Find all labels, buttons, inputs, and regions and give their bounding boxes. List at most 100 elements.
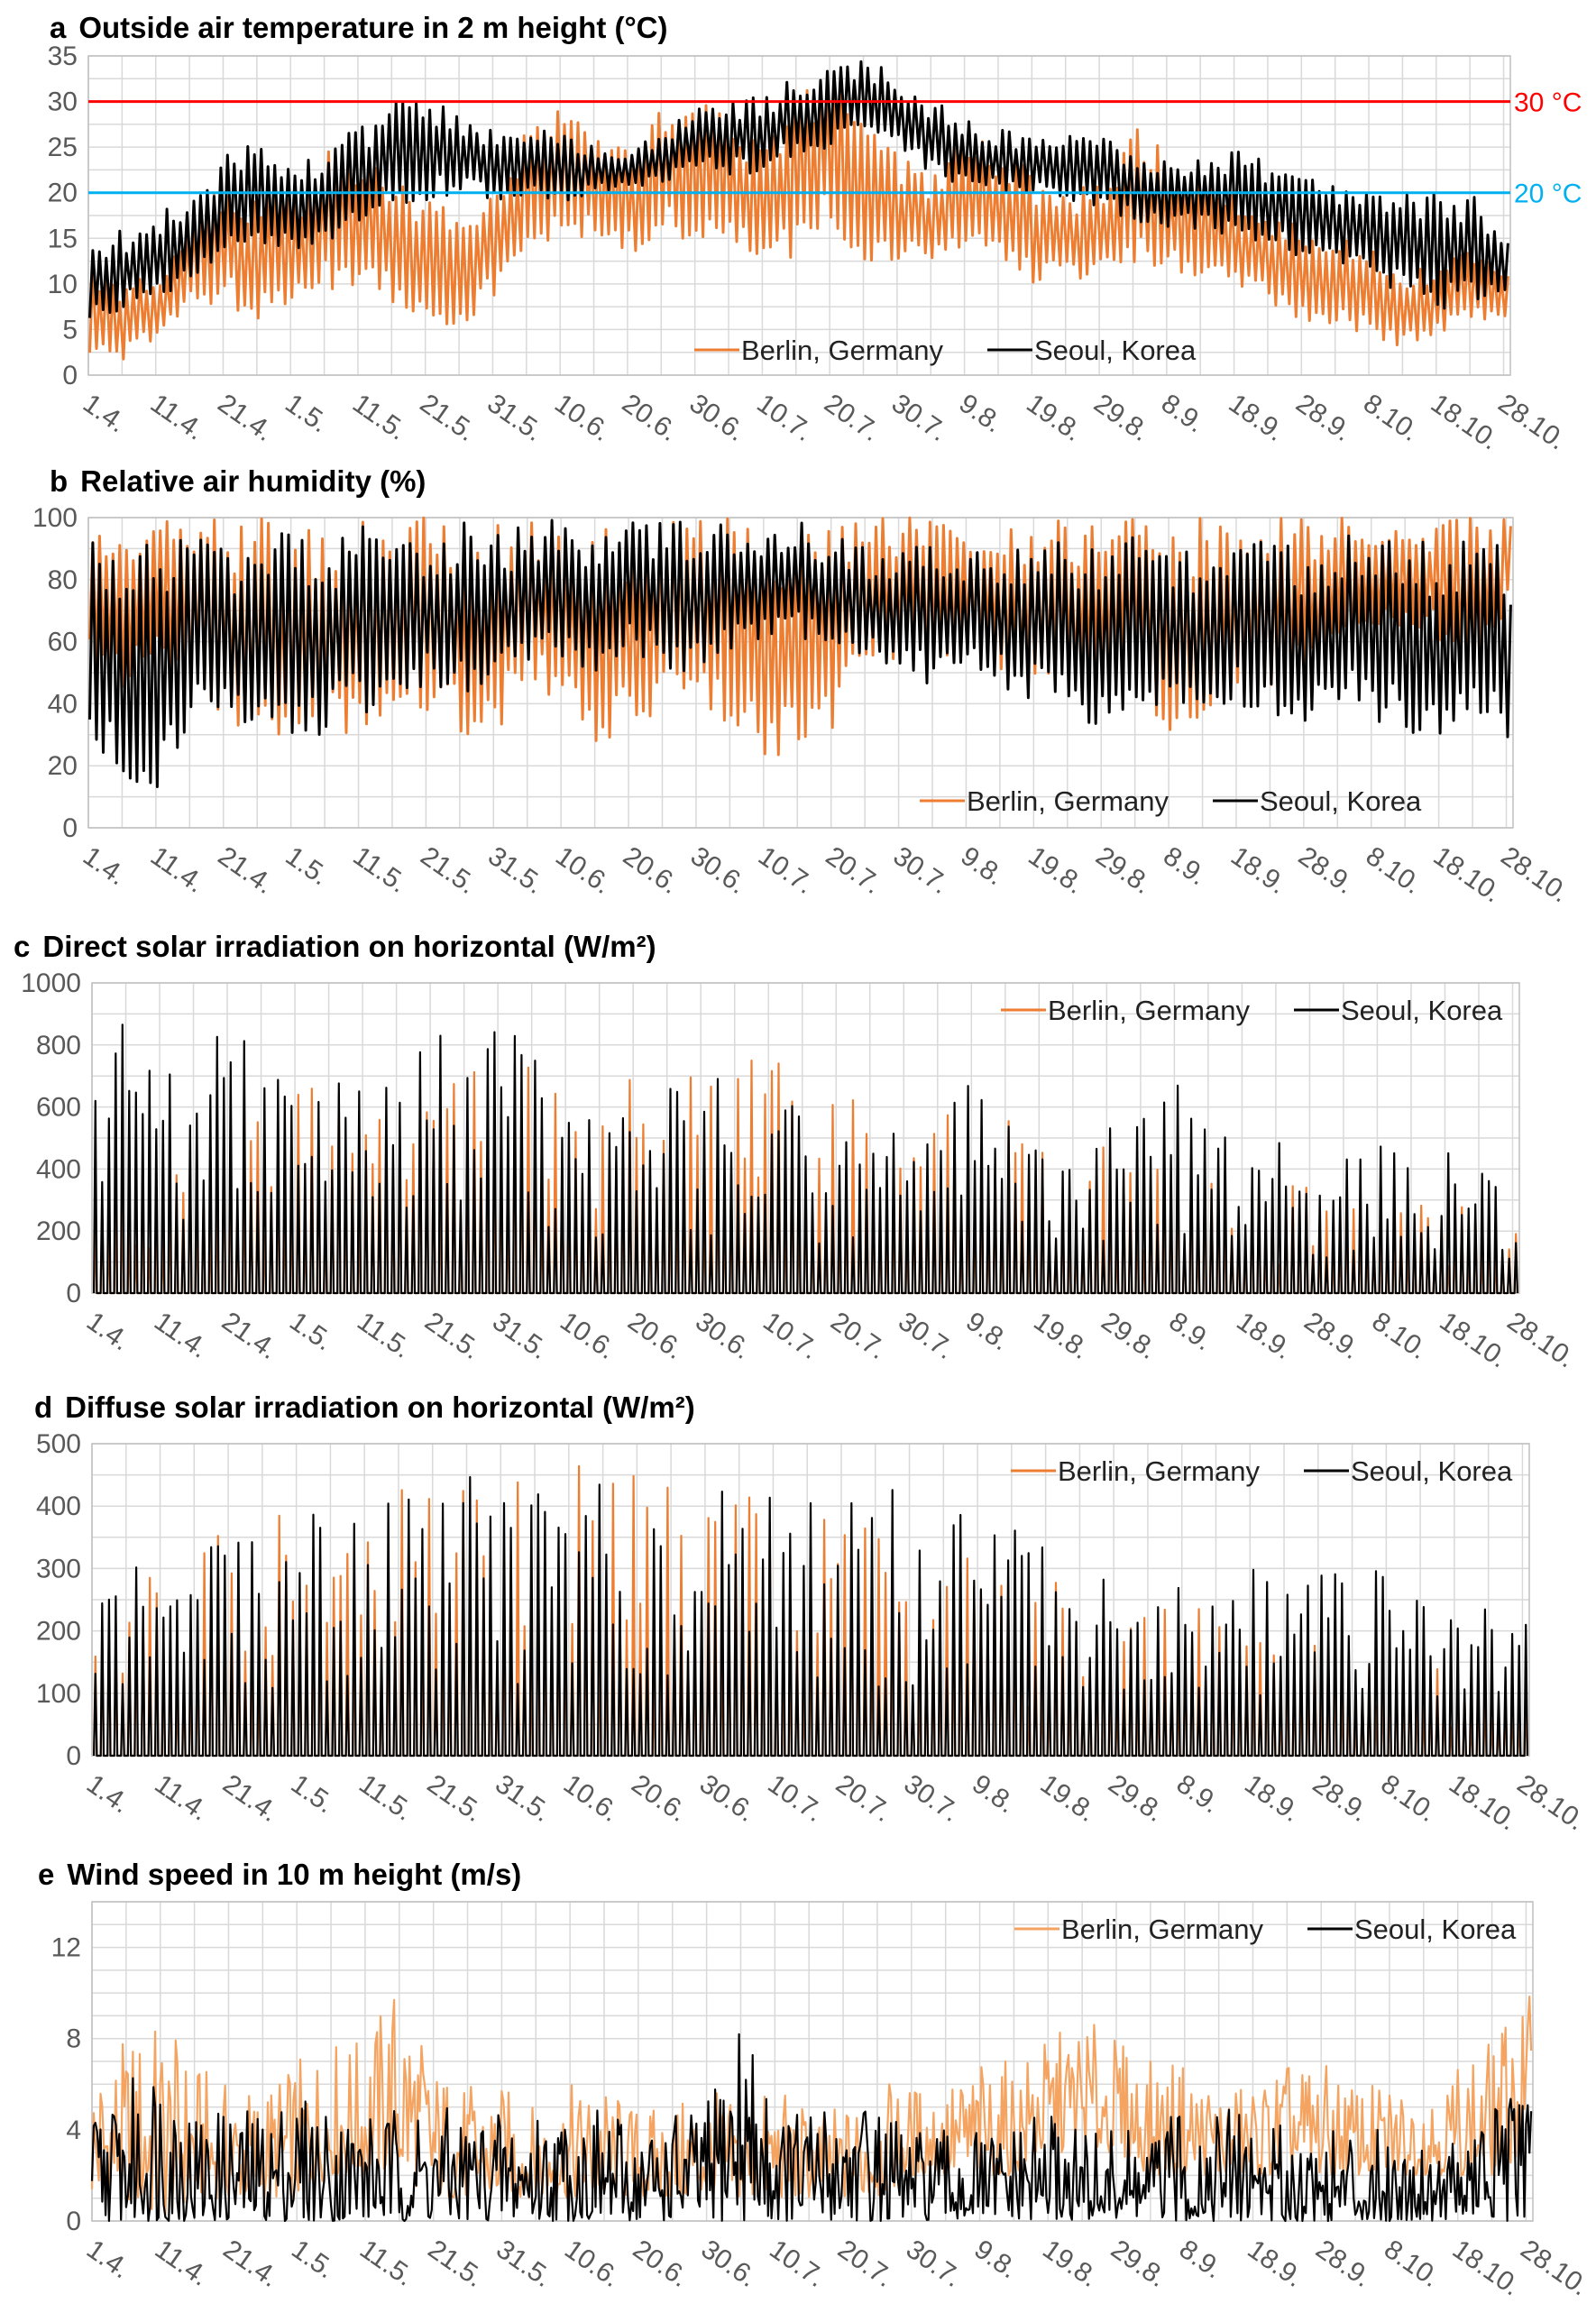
panel-letter: c: [14, 930, 30, 963]
x-tick-label: 9.8.: [960, 1307, 1014, 1357]
x-tick-label: 18.10.: [1426, 389, 1504, 456]
panel-title-text: Direct solar irradiation on horizontal (…: [42, 930, 656, 963]
reference-line-label: 30 °C: [1514, 88, 1582, 118]
x-tick-label: 8.10.: [1366, 1307, 1433, 1365]
x-tick-label: 20.6.: [626, 1769, 693, 1828]
y-tick-label: 400: [36, 1491, 81, 1521]
y-tick-label: 40: [48, 689, 78, 719]
panel-title-text: Diffuse solar irradiation on horizontal …: [65, 1390, 695, 1424]
x-tick-label: 28.10.: [1501, 1307, 1580, 1374]
reference-line-label: 20 °C: [1514, 179, 1582, 209]
y-tick-label: 100: [32, 503, 78, 533]
x-tick-label: 8.10.: [1375, 1769, 1442, 1828]
x-tick-label: 1.5.: [286, 1769, 340, 1820]
x-tick-label: 28.10.: [1511, 1769, 1590, 1837]
x-tick-label: 18.10.: [1428, 841, 1507, 909]
panel-d: d Diffuse solar irradiation on horizontal…: [34, 1390, 1591, 1837]
panel-title: e Wind speed in 10 m height (m/s): [38, 1858, 521, 1891]
series-line-seoul: [93, 1023, 1518, 1295]
x-tick-label: 20.7.: [819, 389, 885, 447]
x-tick-label: 20.6.: [618, 841, 684, 900]
panel-a: a Outside air temperature in 2 m height (…: [48, 11, 1582, 456]
x-tick-label: 28.10.: [1493, 389, 1572, 456]
plot-frame: [87, 55, 1511, 376]
legend-label: Berlin, Germany: [967, 785, 1169, 817]
x-tick-label: 8.10.: [1361, 841, 1427, 900]
x-tick-label: 11.4.: [150, 1769, 215, 1827]
x-tick-label: 8.9.: [1171, 1769, 1225, 1820]
y-tick-label: 100: [36, 1679, 81, 1709]
x-tick-label: 21.4.: [213, 841, 280, 900]
x-tick-label: 30.6.: [694, 1769, 761, 1828]
legend: Berlin, Germany Seoul, Korea: [920, 785, 1422, 817]
x-tick-label: 30.7.: [893, 1307, 959, 1365]
legend: Berlin, Germany Seoul, Korea: [1011, 1455, 1513, 1487]
x-tick-label: 31.5.: [490, 1769, 556, 1828]
legend: Berlin, Germany Seoul, Korea: [1001, 995, 1503, 1026]
x-tick-label: 29.8.: [1088, 389, 1155, 447]
y-tick-label: 400: [36, 1154, 81, 1184]
x-tick-label: 29.8.: [1105, 2235, 1172, 2293]
x-tick-label: 1.5.: [284, 1307, 338, 1357]
y-tick-label: 5: [62, 315, 78, 344]
x-tick-label: 10.6.: [550, 841, 617, 900]
x-tick-label: 10.7.: [751, 389, 818, 447]
x-tick-label: 9.8.: [955, 841, 1009, 892]
plot-frame: [87, 517, 1514, 829]
x-tick-label: 1.4.: [78, 389, 132, 439]
x-tick-label: 28.10.: [1515, 2235, 1593, 2302]
y-tick-label: 12: [51, 1933, 81, 1963]
x-tick-label: 10.6.: [558, 1769, 625, 1828]
x-tick-label: 1.5.: [280, 841, 335, 892]
y-tick-label: 8: [66, 2024, 81, 2054]
legend: Berlin, Germany Seoul, Korea: [694, 335, 1197, 366]
y-tick-label: 300: [36, 1554, 81, 1583]
y-tick-label: 15: [48, 224, 78, 253]
x-tick-label: 28.9.: [1293, 841, 1360, 900]
x-tick-label: 11.5.: [348, 841, 413, 899]
x-tick-label: 20.6.: [617, 389, 683, 447]
x-tick-label: 21.4.: [216, 1307, 283, 1365]
x-tick-label: 10.6.: [559, 2235, 626, 2293]
x-tick-label: 10.6.: [555, 1307, 621, 1365]
x-tick-label: 21.4.: [212, 389, 279, 447]
legend-label: Berlin, Germany: [1058, 1455, 1260, 1487]
y-tick-label: 0: [62, 361, 78, 390]
x-tick-label: 1.4.: [81, 1307, 135, 1357]
x-tick-label: 18.9.: [1242, 2235, 1308, 2293]
series-line-seoul: [90, 2033, 1533, 2223]
x-tick-label: 28.9.: [1310, 2235, 1377, 2293]
plot-frame: [91, 982, 1520, 1294]
x-tick-label: 11.4.: [150, 2235, 215, 2292]
panel-title: b Relative air humidity (%): [50, 464, 426, 498]
legend-label: Seoul, Korea: [1354, 1914, 1517, 1945]
x-tick-label: 19.8.: [1037, 2235, 1104, 2293]
series-line-berlin: [88, 78, 1509, 361]
x-tick-label: 31.5.: [491, 2235, 557, 2293]
x-tick-label: 20.7.: [830, 1769, 897, 1828]
x-tick-label: 21.5.: [423, 2235, 490, 2293]
y-tick-label: 80: [48, 565, 78, 595]
y-tick-label: 800: [36, 1031, 81, 1060]
y-tick-label: 0: [66, 2207, 81, 2236]
panel-letter: e: [38, 1858, 54, 1891]
x-tick-label: 18.10.: [1444, 1769, 1522, 1837]
legend-label: Seoul, Korea: [1260, 785, 1422, 817]
x-tick-label: 11.5.: [354, 2235, 419, 2292]
x-tick-label: 21.5.: [415, 841, 482, 900]
x-tick-label: 18.9.: [1239, 1769, 1306, 1828]
x-tick-label: 18.9.: [1231, 1307, 1298, 1365]
y-tick-label: 500: [36, 1429, 81, 1459]
panel-letter: a: [50, 11, 67, 44]
y-tick-label: 35: [48, 41, 78, 71]
legend-label: Berlin, Germany: [741, 335, 943, 366]
y-tick-label: 4: [66, 2115, 81, 2145]
x-tick-label: 18.10.: [1447, 2235, 1526, 2302]
plot-frame: [91, 1443, 1530, 1757]
y-tick-label: 20: [48, 179, 78, 208]
y-tick-label: 600: [36, 1093, 81, 1123]
panel-letter: b: [50, 464, 68, 498]
x-tick-label: 20.7.: [821, 841, 887, 900]
panel-title: c Direct solar irradiation on horizontal …: [14, 930, 656, 963]
